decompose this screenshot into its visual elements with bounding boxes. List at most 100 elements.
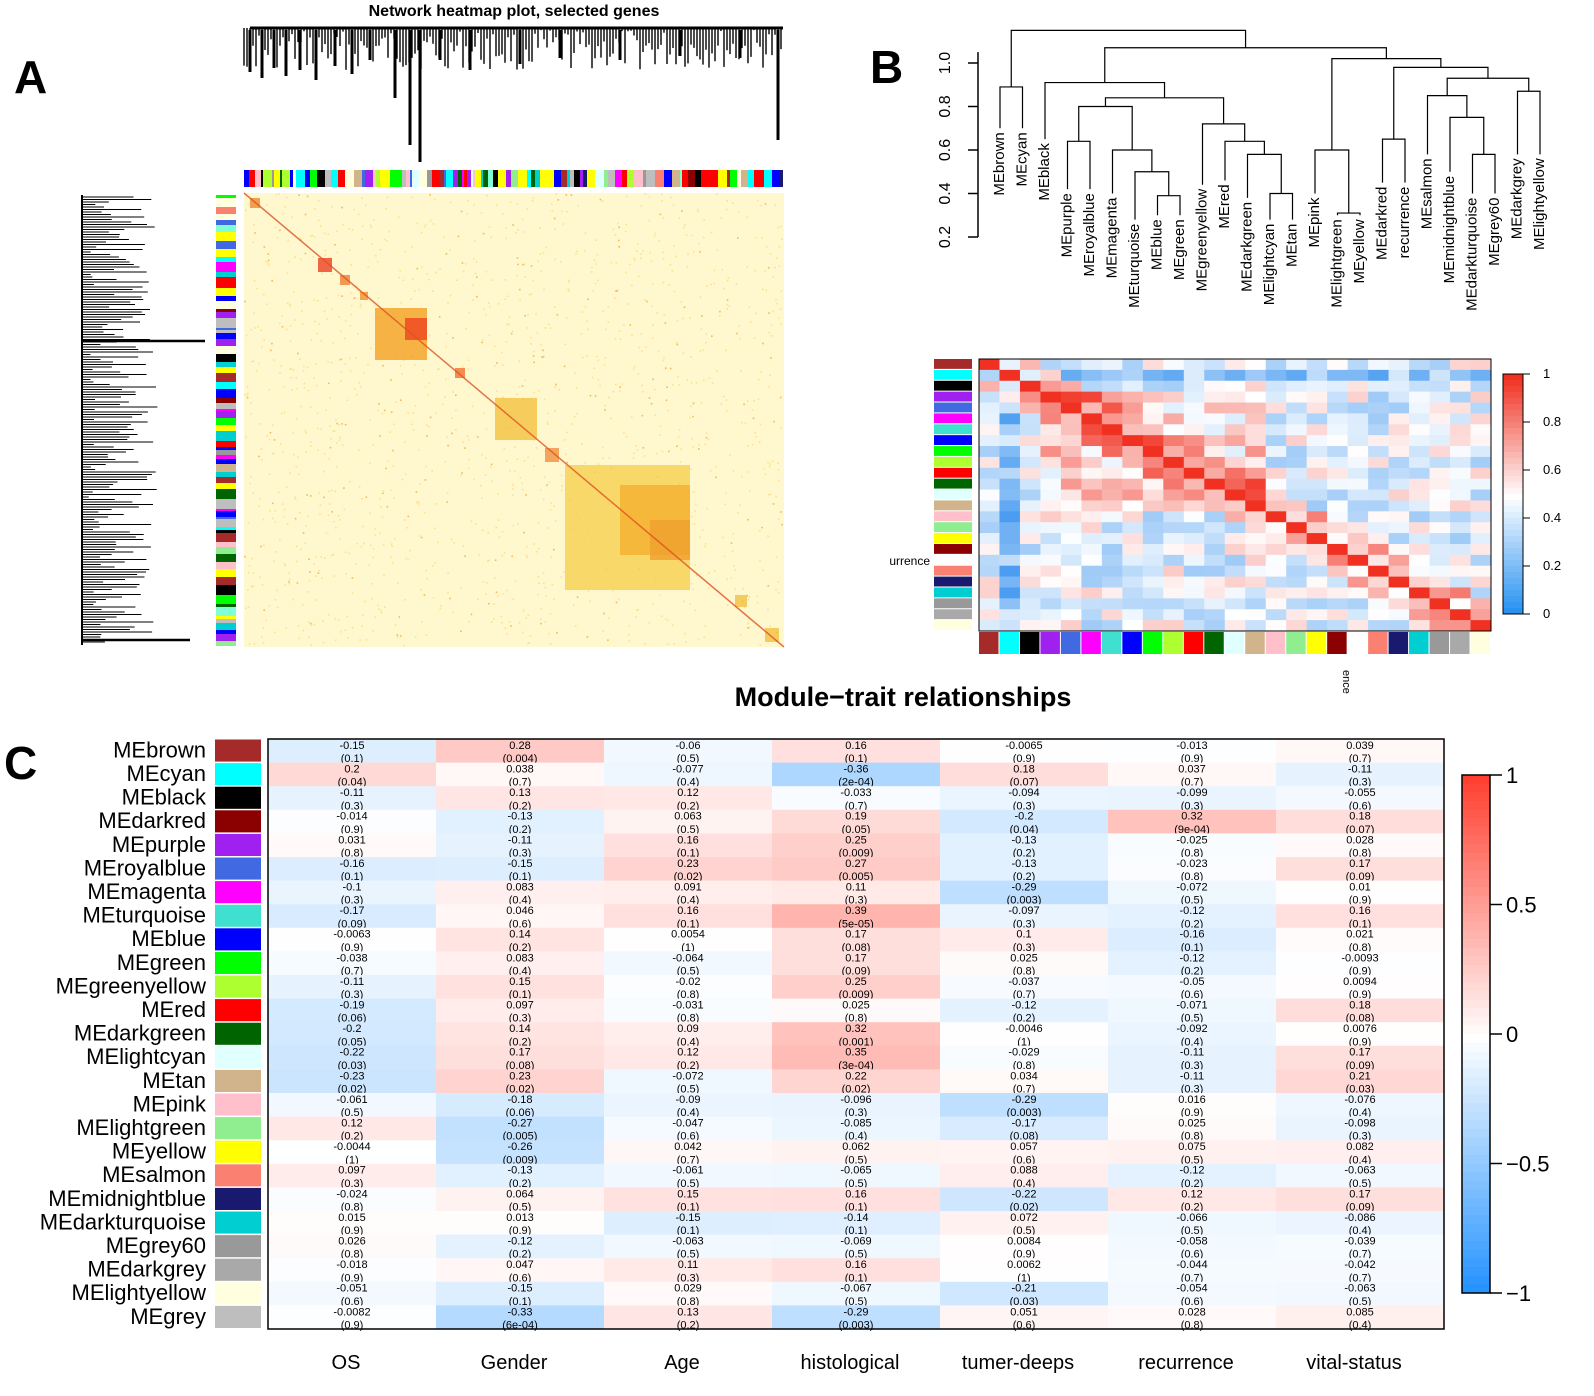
cell-pvalue: (0.05)	[842, 824, 871, 836]
cell-pvalue: (0.03)	[1346, 1084, 1375, 1096]
legend-gradient-step	[1462, 1008, 1490, 1018]
heatmap-cell	[1108, 833, 1277, 858]
heatmap-cell	[1108, 998, 1277, 1023]
heatmap-speckle	[761, 526, 763, 529]
heatmap-speckle	[385, 467, 387, 470]
legend-gradient-step	[1462, 930, 1490, 940]
heatmap-speckle	[560, 576, 562, 579]
cell-pvalue: (0.2)	[677, 800, 700, 812]
side-color-segment	[216, 450, 236, 455]
heatmap-diagonal	[243, 192, 785, 648]
heatmap-speckle	[420, 231, 423, 234]
cell-correlation: -0.11	[340, 787, 364, 799]
heatmap-speckle	[719, 310, 721, 313]
heatmap-speckle	[251, 557, 253, 560]
row-color-block	[215, 739, 261, 762]
heatmap-speckle	[690, 468, 692, 471]
matrix-cell	[1368, 522, 1389, 534]
heatmap-speckle	[432, 597, 435, 599]
matrix-cell	[979, 369, 1000, 382]
matrix-cell	[1368, 478, 1389, 490]
column-label: tumer-deeps	[962, 1352, 1074, 1374]
matrix-cell	[1347, 402, 1369, 414]
heatmap-speckle	[426, 577, 428, 580]
matrix-cell	[1450, 380, 1471, 392]
heatmap-speckle	[341, 358, 343, 360]
heatmap-speckle	[584, 461, 586, 464]
cell-pvalue: (0.2)	[1013, 848, 1036, 860]
legend-gradient-step	[1503, 446, 1523, 453]
matrix-cell	[1019, 435, 1041, 447]
heatmap-speckle	[275, 194, 278, 196]
legend-gradient-step	[1462, 844, 1490, 854]
heatmap-speckle	[705, 285, 708, 287]
heatmap-speckle	[643, 455, 646, 457]
panel-b-eigengene-dendrogram	[999, 29, 1541, 220]
heatmap-speckle	[292, 432, 295, 434]
heatmap-speckle	[248, 643, 251, 645]
matrix-cell	[1470, 380, 1492, 392]
heatmap-speckle	[497, 519, 500, 521]
heatmap-speckle	[382, 544, 385, 546]
cell-correlation: 0.097	[506, 1000, 534, 1012]
side-color-segment	[216, 511, 236, 517]
heatmap-speckle	[597, 379, 599, 381]
matrix-cell	[1081, 609, 1103, 621]
color-bar-segment	[244, 170, 249, 187]
legend-gradient-step	[1462, 1189, 1490, 1199]
matrix-cell	[1163, 456, 1185, 469]
heatmap-speckle	[246, 386, 249, 388]
heatmap-speckle	[778, 265, 781, 267]
heatmap-speckle	[756, 595, 758, 598]
cell-correlation: 0.17	[1349, 858, 1370, 870]
cell-correlation: 0.16	[1349, 905, 1370, 917]
heatmap-cell	[940, 1093, 1109, 1117]
cell-correlation: 0.072	[1010, 1212, 1038, 1224]
matrix-cell	[1429, 380, 1451, 392]
heatmap-speckle	[683, 600, 686, 603]
heatmap-cell	[940, 809, 1109, 834]
cell-pvalue: (0.3)	[341, 895, 364, 907]
heatmap-speckle	[762, 467, 765, 470]
heatmap-module-block	[405, 318, 427, 340]
matrix-cell	[1163, 446, 1185, 458]
cell-correlation: -0.063	[1344, 1165, 1375, 1177]
matrix-cell	[1204, 489, 1226, 501]
legend-gradient-step	[1503, 596, 1523, 603]
heatmap-cell	[772, 857, 941, 881]
matrix-cell	[1347, 576, 1369, 588]
legend-gradient-step	[1503, 560, 1523, 567]
heatmap-speckle	[516, 523, 519, 525]
heatmap-speckle	[633, 365, 636, 368]
heatmap-speckle	[563, 365, 566, 368]
cell-correlation: -0.1	[343, 882, 362, 894]
cell-pvalue: (0.03)	[1010, 1296, 1039, 1308]
heatmap-cell	[268, 762, 437, 787]
column-color-swatch	[1163, 632, 1183, 654]
heatmap-speckle	[260, 329, 262, 331]
cell-correlation: 0.075	[1178, 1141, 1206, 1153]
cell-correlation: -0.064	[672, 952, 703, 964]
heatmap-cell	[436, 1163, 605, 1188]
heatmap-speckle	[757, 378, 760, 381]
heatmap-speckle	[522, 231, 525, 233]
heatmap-speckle	[273, 439, 276, 441]
panel-c-row-color-blocks	[215, 739, 261, 1328]
heatmap-speckle	[426, 435, 428, 437]
heatmap-speckle	[398, 616, 401, 618]
heatmap-speckle	[394, 624, 397, 626]
column-color-swatch	[1081, 632, 1101, 654]
matrix-cell	[1265, 500, 1287, 512]
heatmap-speckle	[328, 458, 331, 460]
matrix-cell	[1163, 413, 1185, 425]
column-color-swatch	[1122, 632, 1142, 654]
matrix-cell	[1265, 369, 1287, 382]
heatmap-speckle	[250, 328, 252, 331]
heatmap-speckle	[478, 554, 481, 557]
heatmap-speckle	[658, 240, 661, 242]
cell-correlation: -0.09	[675, 1094, 700, 1106]
side-color-segment	[216, 382, 236, 389]
heatmap-speckle	[739, 634, 742, 636]
heatmap-speckle	[325, 532, 328, 535]
heatmap-cell	[772, 998, 941, 1023]
